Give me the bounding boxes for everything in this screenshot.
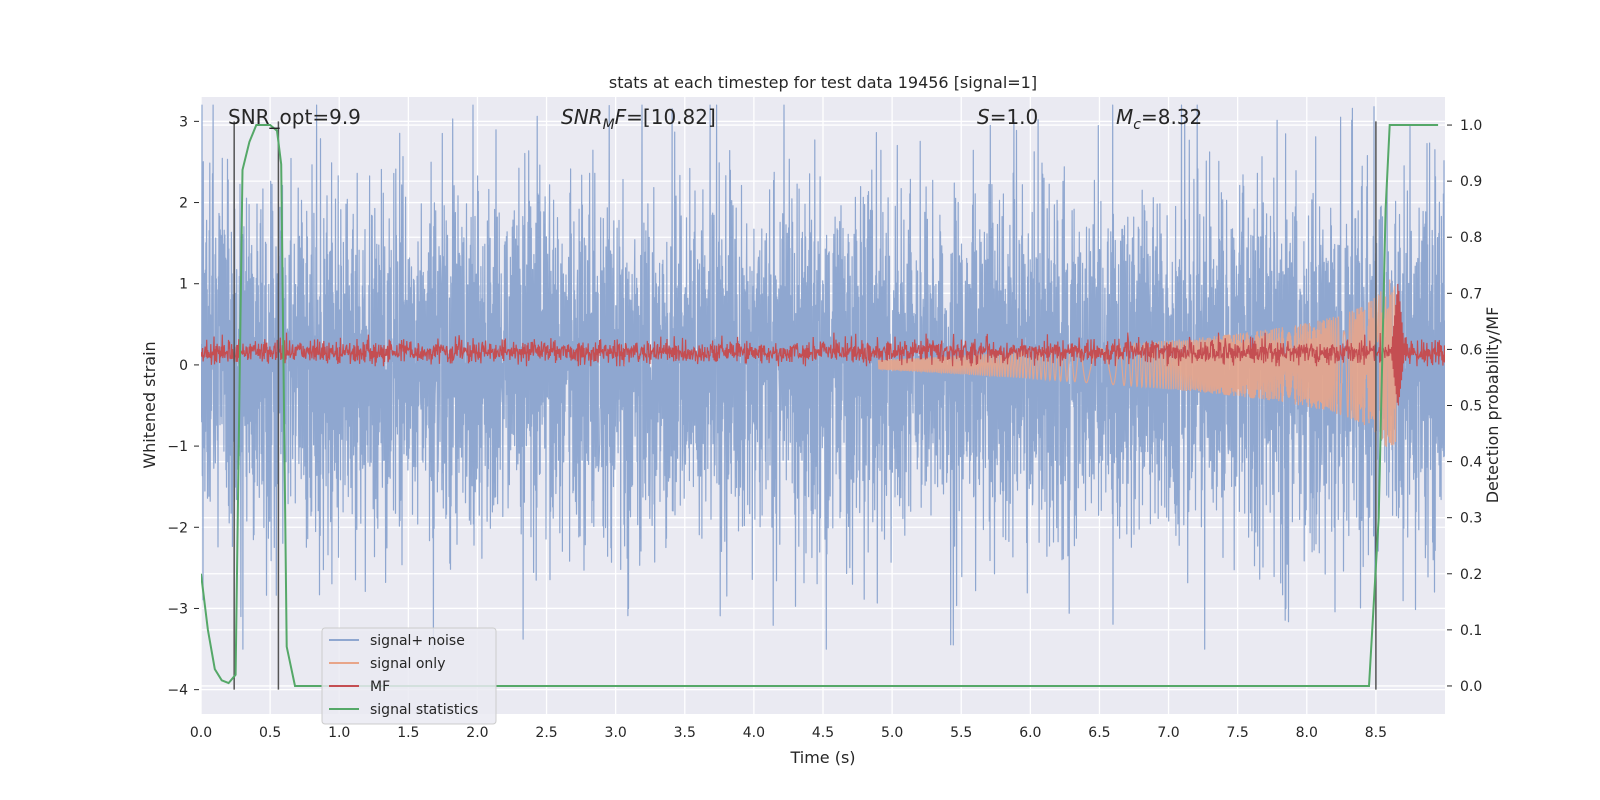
x-tick-label: 0.5 bbox=[259, 725, 281, 741]
x-tick-label: 6.5 bbox=[1088, 725, 1110, 741]
y2-tick-label: 0.0 bbox=[1460, 679, 1482, 695]
legend-frame bbox=[321, 627, 497, 725]
legend: signal+ noise signal only MF signal stat… bbox=[321, 627, 497, 725]
x-tick-label: 5.0 bbox=[881, 725, 903, 741]
y-tick-label: −3 bbox=[167, 601, 188, 617]
annotation-snr-opt: SNR_opt=9.9 bbox=[228, 105, 361, 129]
y2-tick-label: 0.6 bbox=[1460, 342, 1482, 358]
x-tick-label: 1.0 bbox=[328, 725, 350, 741]
x-tick-label: 8.0 bbox=[1296, 725, 1318, 741]
annotation-mc-symbol: M bbox=[1116, 105, 1133, 129]
x-tick-label: 8.5 bbox=[1365, 725, 1387, 741]
x-tick-label: 3.0 bbox=[605, 725, 627, 741]
annotation-snr-mf: SNRMF=[10.82] bbox=[561, 105, 716, 133]
series-signal-only bbox=[877, 279, 1397, 447]
y-tick-labels: 3 2 1 0 −1 −2 −3 −4 bbox=[167, 114, 199, 699]
y2-tick-label: 0.8 bbox=[1460, 230, 1482, 246]
y2-tick-label: 0.9 bbox=[1460, 174, 1482, 190]
vertical-markers bbox=[233, 121, 1377, 690]
series-signal-noise bbox=[201, 104, 1445, 650]
annotation-s-symbol: S bbox=[977, 105, 990, 129]
annotation-mc-value: =8.32 bbox=[1141, 105, 1202, 129]
annotation-snr-opt-value: 9.9 bbox=[329, 105, 361, 129]
y-tick-label: −2 bbox=[167, 520, 188, 536]
x-tick-label: 3.5 bbox=[674, 725, 696, 741]
x-tick-label: 1.5 bbox=[397, 725, 419, 741]
x-tick-label: 7.0 bbox=[1157, 725, 1179, 741]
y2-tick-label: 1.0 bbox=[1460, 118, 1482, 134]
y2-tick-label: 0.5 bbox=[1460, 399, 1482, 415]
legend-label-signal-noise: signal+ noise bbox=[370, 633, 465, 649]
x-tick-label: 6.0 bbox=[1019, 725, 1041, 741]
y-tick-label: 0 bbox=[179, 358, 188, 374]
y-tick-label: 3 bbox=[179, 114, 188, 130]
x-tick-label: 5.5 bbox=[950, 725, 972, 741]
annotation-mc: Mc=8.32 bbox=[1116, 105, 1202, 133]
x-tick-label: 4.5 bbox=[812, 725, 834, 741]
x-axis-label: Time (s) bbox=[789, 748, 855, 767]
y-tick-label: 1 bbox=[179, 277, 188, 293]
y2-tick-label: 0.7 bbox=[1460, 286, 1482, 302]
annotation-s: S=1.0 bbox=[977, 105, 1038, 129]
x-tick-labels: 0.0 0.5 1.0 1.5 2.0 2.5 3.0 3.5 4.0 4.5 5.0 5.5 6.0 6… bbox=[190, 725, 1387, 741]
x-tick-label: 0.0 bbox=[190, 725, 212, 741]
y2-tick-labels: 1.0 0.9 0.8 0.7 0.6 0.5 0.4 0.3 0.2 0.1 0.0 bbox=[1447, 118, 1482, 695]
annotation-snr-mf-value: =[10.82] bbox=[626, 105, 716, 129]
series-signal-statistics bbox=[201, 124, 1439, 687]
x-tick-label: 4.0 bbox=[743, 725, 765, 741]
x-tick-label: 7.5 bbox=[1227, 725, 1249, 741]
y-tick-label: −1 bbox=[167, 439, 188, 455]
series-mf bbox=[201, 283, 1445, 406]
x-tick-label: 2.0 bbox=[466, 725, 488, 741]
legend-label-signal-statistics: signal statistics bbox=[370, 702, 478, 718]
annotation-snr-mf-tail: F bbox=[615, 105, 627, 129]
y2-tick-label: 0.1 bbox=[1460, 623, 1482, 639]
chart-title: stats at each timestep for test data 194… bbox=[609, 73, 1037, 92]
y2-axis-label: Detection probability/MF bbox=[1483, 307, 1502, 504]
legend-label-mf: MF bbox=[370, 679, 390, 695]
y-tick-label: 2 bbox=[179, 196, 188, 212]
annotation-mc-sub: c bbox=[1133, 117, 1141, 133]
y2-tick-label: 0.2 bbox=[1460, 567, 1482, 583]
y2-tick-label: 0.3 bbox=[1460, 511, 1482, 527]
annotation-snr-mf-base: SNR bbox=[561, 105, 603, 129]
annotation-snr-mf-sub: M bbox=[603, 117, 615, 133]
annotation-snr-opt-prefix: SNR_opt= bbox=[228, 105, 329, 129]
legend-label-signal-only: signal only bbox=[370, 656, 445, 672]
y-tick-label: −4 bbox=[167, 683, 188, 699]
y2-tick-label: 0.4 bbox=[1460, 455, 1482, 471]
y-axis-label: Whitened strain bbox=[140, 341, 159, 468]
x-tick-label: 2.5 bbox=[535, 725, 557, 741]
annotation-s-value: =1.0 bbox=[990, 105, 1039, 129]
